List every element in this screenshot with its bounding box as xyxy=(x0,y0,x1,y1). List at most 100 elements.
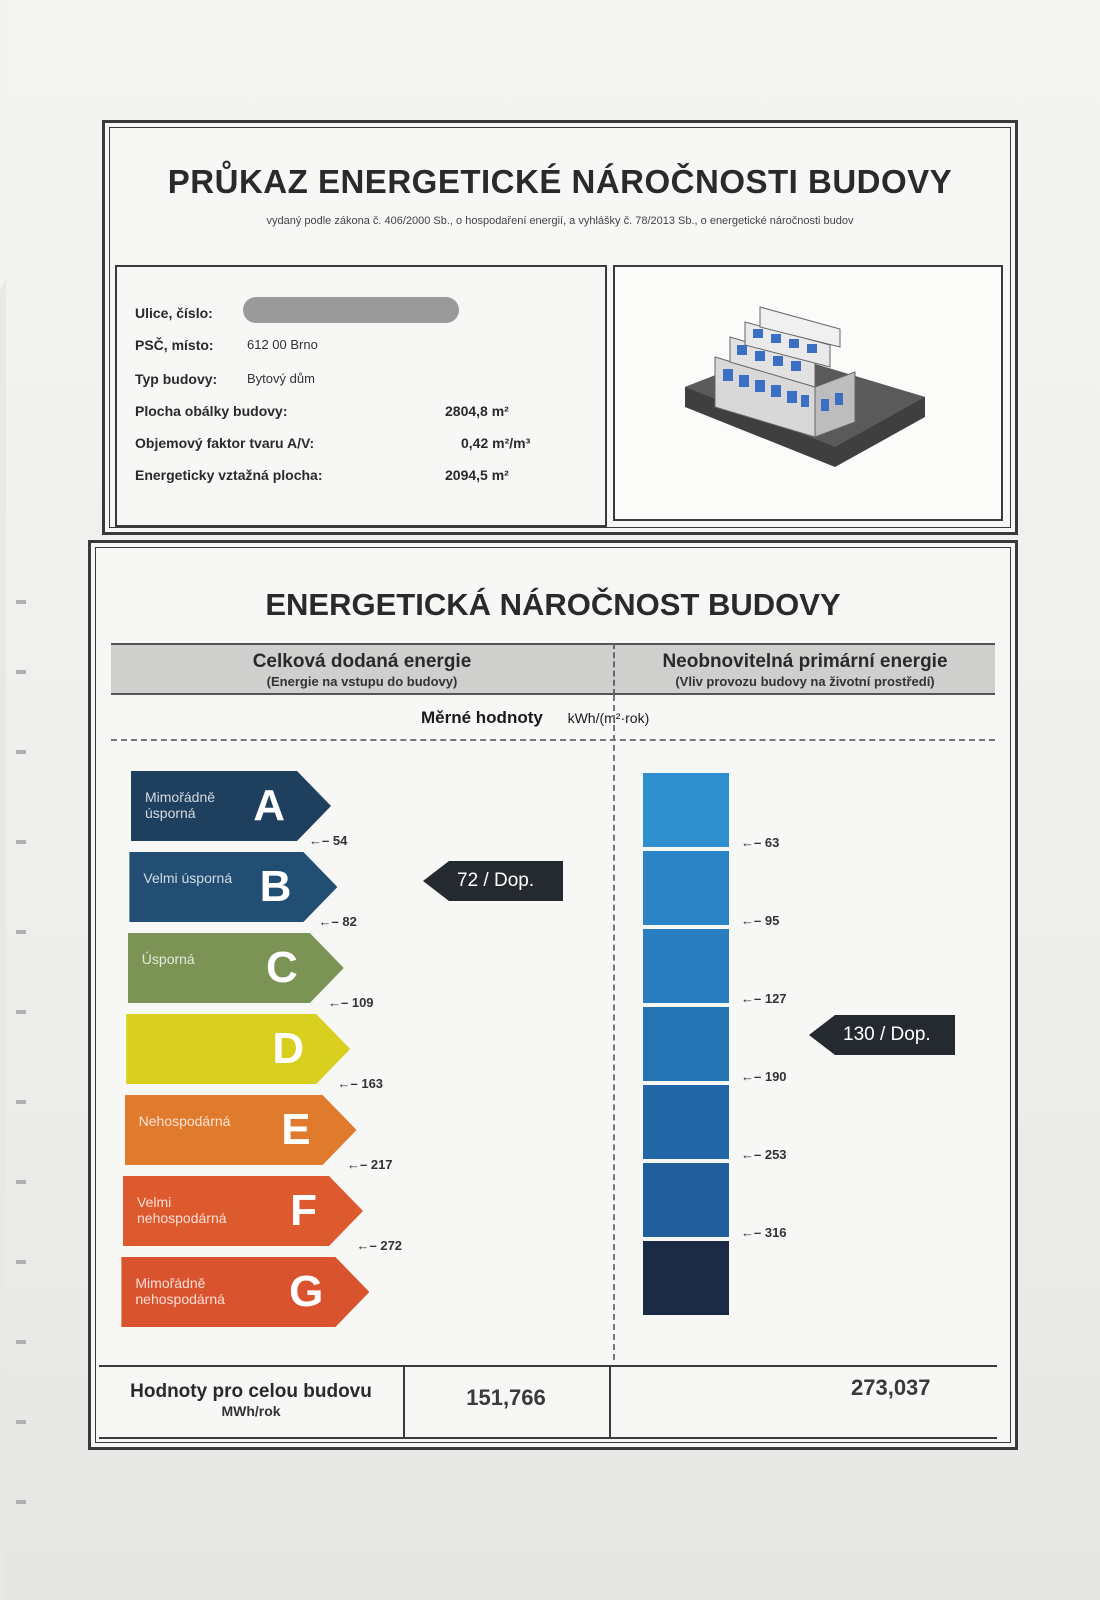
energy-class-letter: C xyxy=(266,943,298,992)
units-value: kWh/(m²·rok) xyxy=(567,710,650,726)
building-totals-row: Hodnoty pro celou budovu MWh/rok 151,766… xyxy=(99,1365,997,1439)
primary-energy-header: Neobnovitelná primární energie (Vliv pro… xyxy=(613,643,995,695)
area-label: Energeticky vztažná plocha: xyxy=(135,467,323,483)
shape-value: 0,42 m²/m³ xyxy=(461,435,531,451)
dashed-separator xyxy=(111,739,995,741)
primary-energy-indicator: 130 / Dop. xyxy=(809,1015,955,1055)
primary-scale-block xyxy=(643,1163,729,1237)
arrow-left-icon: ←– xyxy=(318,914,343,929)
units-row: Měrné hodnoty kWh/(m²·rok) xyxy=(421,708,649,728)
primary-scale-block xyxy=(643,851,729,925)
column-divider xyxy=(613,695,615,1360)
margin-marks xyxy=(16,600,30,1560)
arrow-left-icon: ←– xyxy=(741,913,765,928)
energy-class-name: Úsporná xyxy=(141,951,195,967)
energy-class-letter: G xyxy=(289,1267,324,1316)
section-title: ENERGETICKÁ NÁROČNOST BUDOVY xyxy=(265,587,841,622)
delivered-energy-header: Celková dodaná energie (Energie na vstup… xyxy=(111,643,613,695)
building-info-panel: Ulice, číslo: PSČ, místo: 612 00 Brno Ty… xyxy=(115,265,607,527)
arrow-left-icon: ←– xyxy=(347,1157,371,1172)
type-label: Typ budovy: xyxy=(135,371,218,387)
primary-limit-label: ←– 95 xyxy=(741,913,779,928)
class-limit-value: 163 xyxy=(361,1076,384,1091)
delivered-energy-subtitle: (Energie na vstupu do budovy) xyxy=(266,674,458,689)
primary-limit-label: ←– 316 xyxy=(741,1225,787,1240)
primary-limit-label: ←– 63 xyxy=(741,835,779,850)
class-limit-label: ←– 109 xyxy=(328,995,374,1010)
primary-energy-total-cell: 273,037 xyxy=(609,1367,999,1437)
class-limit-value: 272 xyxy=(380,1238,403,1253)
redacted-address xyxy=(243,297,459,323)
energy-class-name: Mimořádně úsporná xyxy=(145,789,216,821)
primary-limit-label: ←– 253 xyxy=(741,1147,787,1162)
primary-limit-value: 190 xyxy=(764,1069,787,1084)
energy-class-letter: F xyxy=(290,1186,317,1235)
zip-label: PSČ, místo: xyxy=(135,337,214,353)
primary-scale-block xyxy=(643,1241,729,1315)
arrow-left-icon: ←– xyxy=(741,1069,765,1084)
arrow-left-icon: ←– xyxy=(337,1076,362,1091)
class-limit-label: ←– 54 xyxy=(309,833,347,848)
energy-class-name: Nehospodárná xyxy=(138,1113,231,1129)
primary-limit-value: 127 xyxy=(764,991,787,1006)
class-limit-value: 54 xyxy=(332,833,348,848)
totals-unit: MWh/rok xyxy=(221,1403,281,1419)
energy-class-name: Velmi úsporná xyxy=(143,870,233,886)
primary-energy-subtitle: (Vliv provozu budovy na životní prostřed… xyxy=(675,674,935,689)
primary-limit-value: 316 xyxy=(764,1225,787,1240)
primary-limit-label: ←– 190 xyxy=(741,1069,787,1084)
envelope-value: 2804,8 m² xyxy=(445,403,509,419)
arrow-left-icon: ←– xyxy=(309,833,333,848)
energy-performance-box: ENERGETICKÁ NÁROČNOST BUDOVY Celková dod… xyxy=(88,540,1018,1450)
certificate-title: PRŮKAZ ENERGETICKÉ NÁROČNOSTI BUDOVY xyxy=(167,163,953,200)
street-label: Ulice, číslo: xyxy=(135,305,213,321)
energy-class-g: Mimořádně nehospodárná G xyxy=(121,1257,369,1327)
delivered-energy-total: 151,766 xyxy=(466,1385,546,1410)
primary-energy-total: 273,037 xyxy=(851,1375,931,1400)
arrow-left-icon: ←– xyxy=(356,1238,381,1253)
totals-label-cell: Hodnoty pro celou budovu MWh/rok xyxy=(99,1367,405,1437)
area-value: 2094,5 m² xyxy=(445,467,509,483)
totals-label: Hodnoty pro celou budovu xyxy=(130,1381,372,1402)
arrow-left-icon: ←– xyxy=(741,991,765,1006)
energy-class-name: Mimořádně nehospodárná xyxy=(135,1275,225,1307)
envelope-label: Plocha obálky budovy: xyxy=(135,403,288,419)
energy-class-letter: B xyxy=(259,862,292,911)
class-limit-label: ←– 272 xyxy=(357,1238,403,1253)
energy-class-f: Velmi nehospodárná F xyxy=(123,1176,363,1246)
primary-limit-value: 63 xyxy=(764,835,780,850)
type-value: Bytový dům xyxy=(247,371,315,386)
primary-scale-block xyxy=(643,773,729,847)
class-limit-value: 109 xyxy=(351,995,374,1010)
class-limit-label: ←– 163 xyxy=(338,1076,384,1091)
arrow-left-icon: ←– xyxy=(741,835,765,850)
units-label: Měrné hodnoty xyxy=(421,708,543,727)
arrow-left-icon: ←– xyxy=(741,1225,765,1240)
building-image-panel xyxy=(613,265,1003,521)
energy-class-c: Úsporná C xyxy=(128,933,344,1003)
primary-limit-value: 253 xyxy=(764,1147,787,1162)
energy-class-b: Velmi úsporná B xyxy=(129,852,337,922)
energy-class-e: Nehospodárná E xyxy=(125,1095,357,1165)
class-limit-value: 217 xyxy=(370,1157,393,1172)
delivered-energy-indicator: 72 / Dop. xyxy=(423,861,563,901)
shape-label: Objemový faktor tvaru A/V: xyxy=(135,435,315,451)
class-limit-label: ←– 217 xyxy=(347,1157,393,1172)
arrow-left-icon: ←– xyxy=(741,1147,765,1162)
energy-class-name: Velmi nehospodárná xyxy=(137,1194,227,1226)
delivered-energy-title: Celková dodaná energie xyxy=(252,651,472,672)
certificate-header-box: PRŮKAZ ENERGETICKÉ NÁROČNOSTI BUDOVY vyd… xyxy=(102,120,1018,535)
class-limit-label: ←– 82 xyxy=(319,914,357,929)
zip-value: 612 00 Brno xyxy=(247,337,318,352)
arrow-left-icon: ←– xyxy=(328,995,352,1010)
primary-scale-block xyxy=(643,929,729,1003)
energy-class-d: D xyxy=(126,1014,350,1084)
energy-class-a: Mimořádně úsporná A xyxy=(131,771,331,841)
building-render xyxy=(685,306,925,467)
legal-subtitle: vydaný podle zákona č. 406/2000 Sb., o h… xyxy=(266,215,854,227)
class-limit-value: 82 xyxy=(342,914,357,929)
primary-scale-block xyxy=(643,1085,729,1159)
primary-energy-title: Neobnovitelná primární energie xyxy=(662,651,948,672)
energy-class-letter: D xyxy=(272,1024,305,1073)
primary-limit-value: 95 xyxy=(764,913,780,928)
